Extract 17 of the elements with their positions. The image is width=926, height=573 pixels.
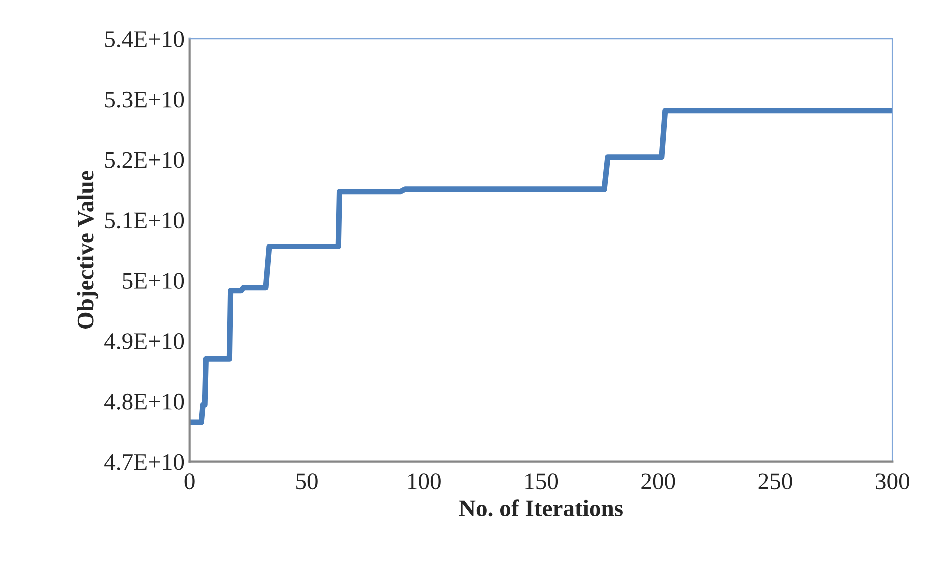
x-tick-label: 50	[296, 474, 318, 490]
x-tick-label: 150	[526, 474, 558, 490]
y-tick-label: 4.7E+10	[104, 454, 184, 470]
x-tick-label: 250	[758, 474, 792, 490]
x-tick-label: 300	[876, 474, 910, 490]
x-tick-label: 200	[642, 474, 676, 490]
y-tick-label: 5.1E+10	[105, 212, 184, 229]
y-tick-label: 4.9E+10	[104, 334, 184, 350]
y-tick-label: 5.4E+10	[105, 31, 184, 48]
y-tick-label: 5.3E+10	[105, 92, 184, 108]
y-tick-label: 5E+10	[123, 273, 184, 290]
x-axis-title: No. of Iterations	[459, 500, 623, 517]
x-tick-label: 100	[408, 474, 441, 490]
x-tick-label: 0	[184, 474, 195, 490]
y-axis-title: Objective Value	[77, 171, 99, 329]
y-tick-label: 4.8E+10	[104, 394, 184, 410]
y-tick-label: 5.2E+10	[105, 152, 184, 168]
